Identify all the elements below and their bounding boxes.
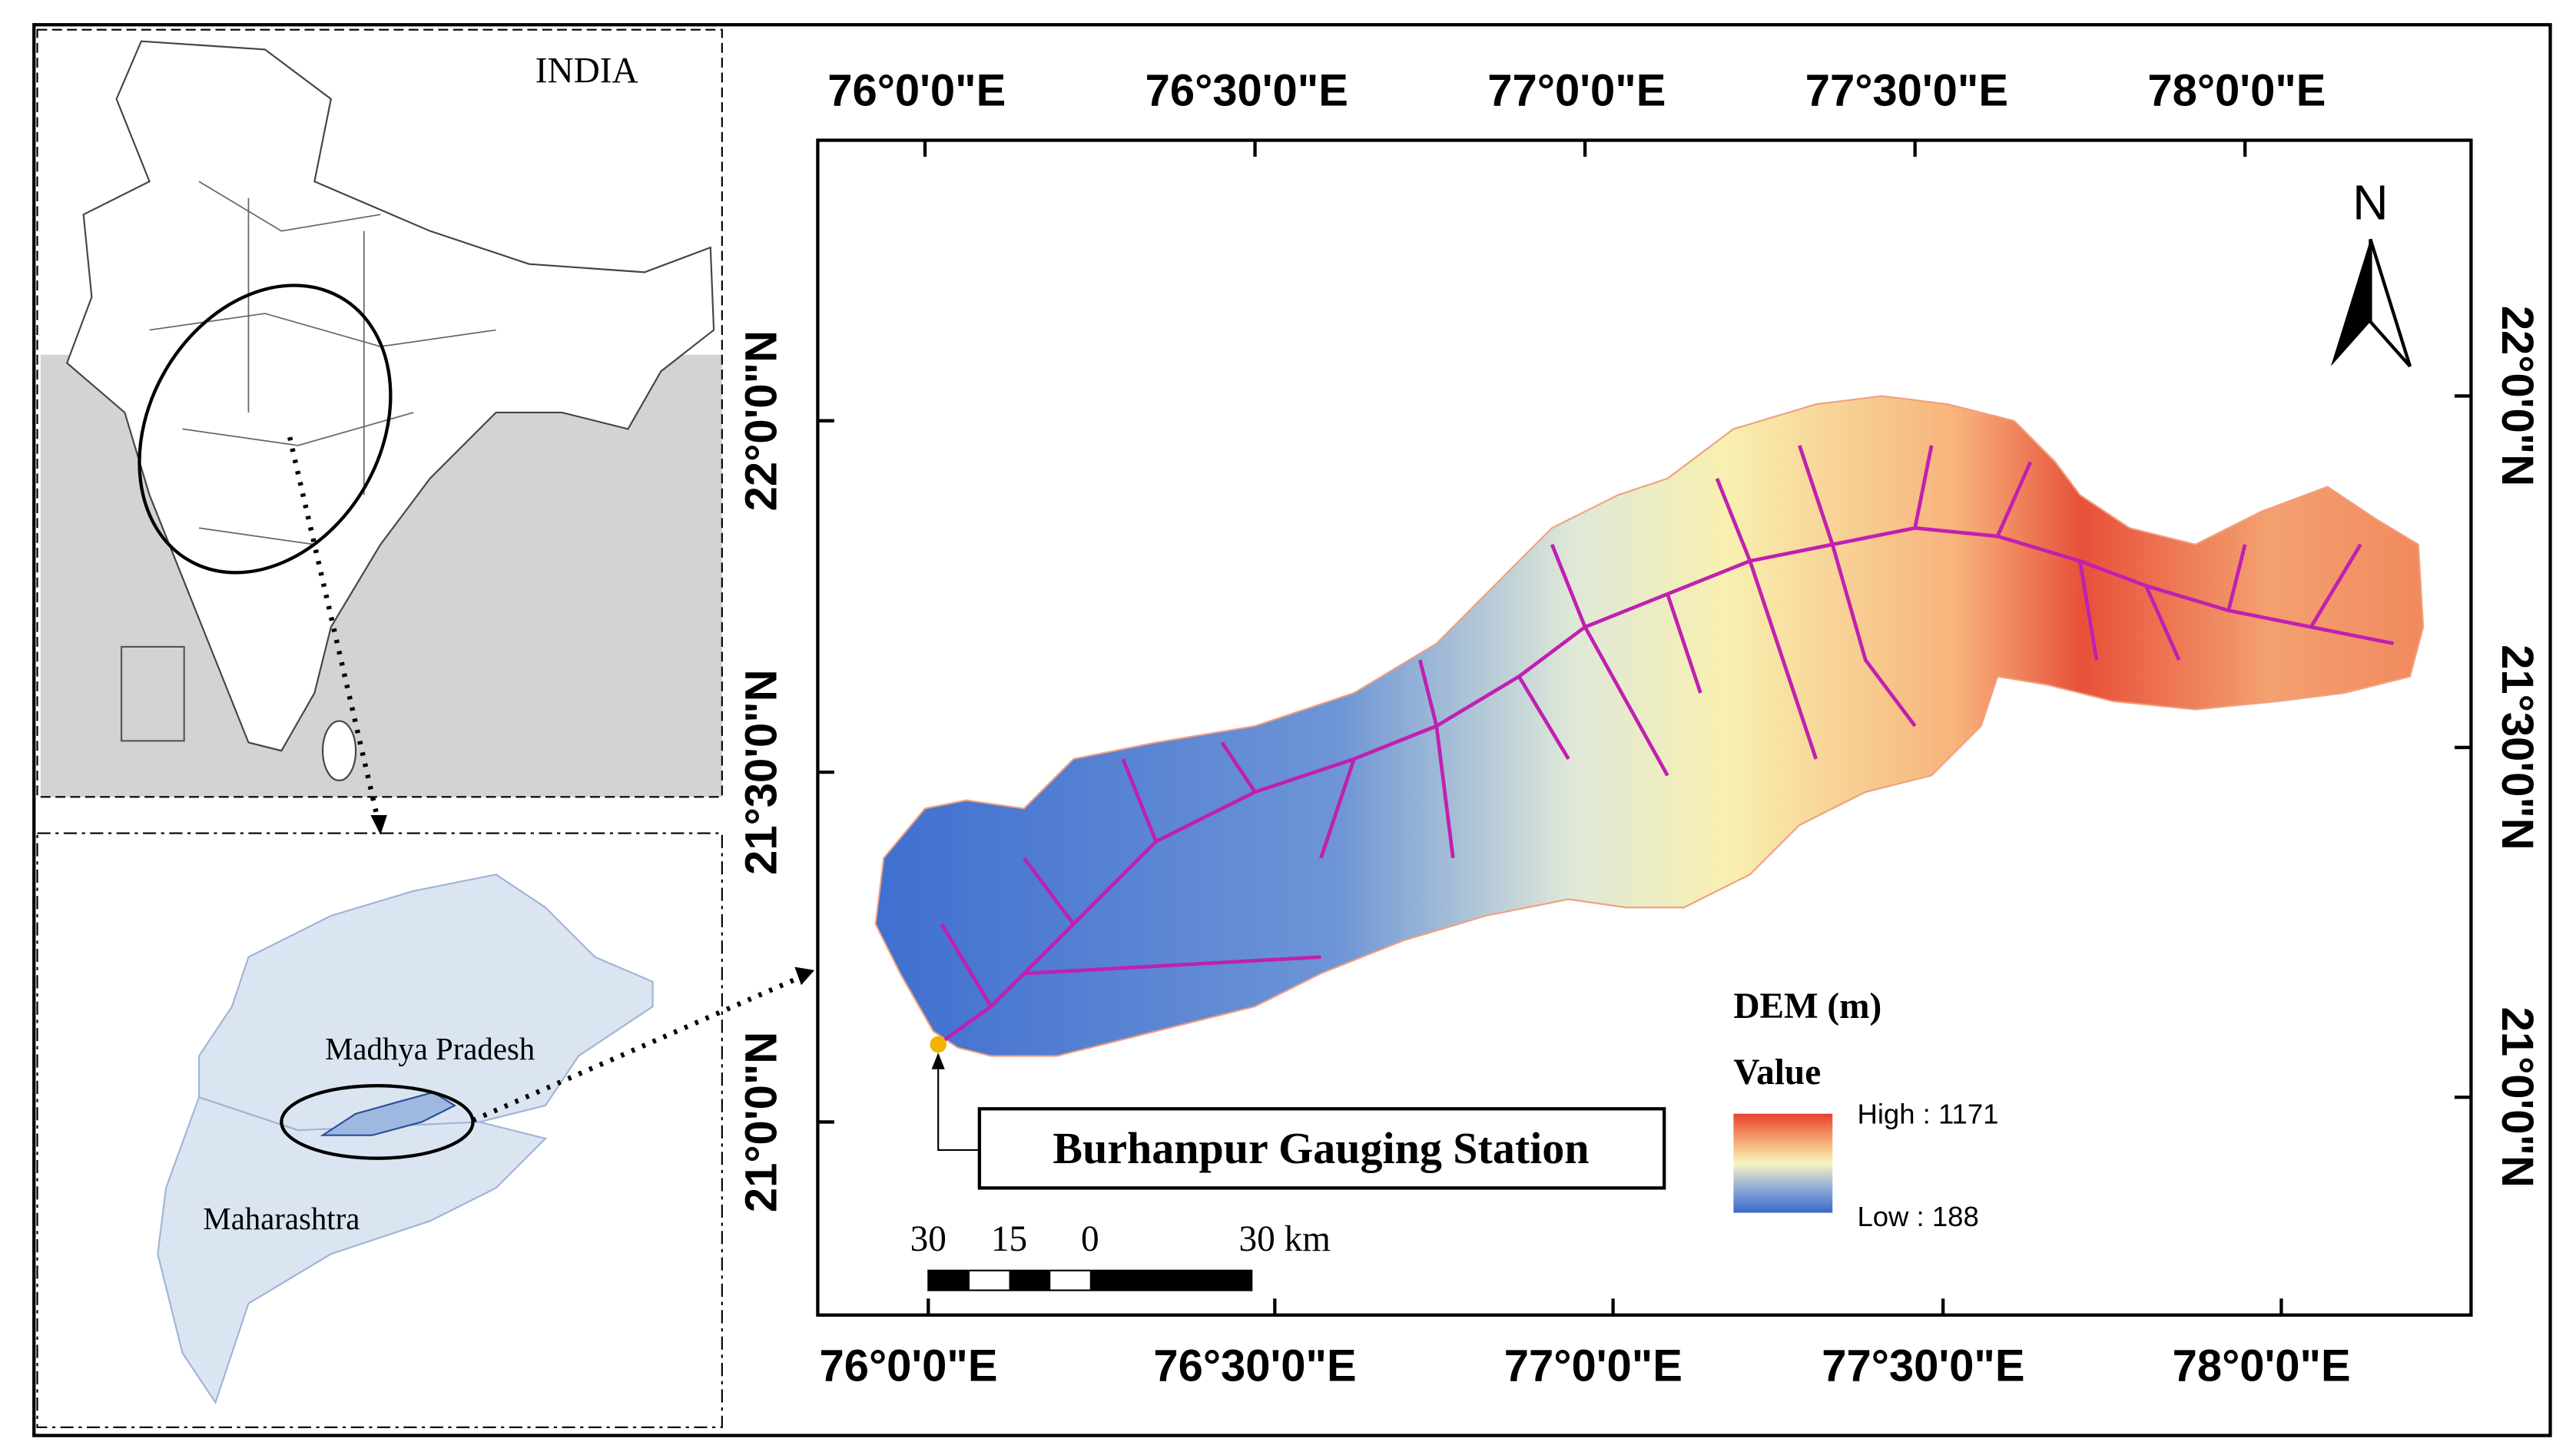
longitude-label: 78°0'0"E — [2147, 66, 2326, 115]
scale-bar-segment — [928, 1270, 970, 1291]
legend-low: Low : 188 — [1857, 1201, 1978, 1232]
station-leader — [937, 1056, 980, 1152]
latitude-label: 21°0'0"N — [2492, 1007, 2541, 1188]
scale-label: 0 — [1081, 1219, 1099, 1259]
maharashtra — [157, 1096, 548, 1404]
longitude-label: 77°30'0"E — [1822, 1342, 2024, 1391]
legend-high: High : 1171 — [1857, 1099, 1998, 1130]
longitude-label: 77°30'0"E — [1805, 66, 2008, 115]
longitude-label: 78°0'0"E — [2173, 1342, 2351, 1391]
north-arrow — [2369, 238, 2412, 368]
longitude-label: 76°30'0"E — [1153, 1342, 1356, 1391]
longitude-label: 76°30'0"E — [1145, 66, 1348, 115]
arrowhead — [931, 1053, 945, 1069]
longitude-label: 77°0'0"E — [1504, 1342, 1683, 1391]
legend-ramp — [1733, 1113, 1833, 1213]
scale-label: 15 — [991, 1219, 1027, 1259]
outer-border — [32, 23, 2552, 1437]
latitude-label: 21°0'0"N — [738, 1032, 787, 1212]
islands-box — [120, 645, 185, 742]
state-label: Madhya Pradesh — [325, 1032, 535, 1066]
scale-label: 30 km — [1238, 1219, 1331, 1259]
latitude-label: 22°0'0"N — [738, 330, 787, 511]
rivers — [937, 445, 2394, 1046]
states-inset: Madhya Pradesh Maharashtra — [36, 832, 723, 1428]
inset-title: INDIA — [535, 51, 638, 91]
latitude-label: 22°0'0"N — [2492, 306, 2541, 486]
legend-title: DEM (m) — [1733, 986, 1881, 1026]
longitude-label: 76°0'0"E — [827, 66, 1006, 115]
arrowhead — [794, 966, 815, 986]
gauging-station — [930, 1036, 947, 1053]
arrowhead — [370, 814, 387, 835]
state-label: Maharashtra — [203, 1202, 360, 1236]
latitude-label: 21°30'0"N — [2492, 645, 2541, 850]
highlight-ellipse — [138, 283, 393, 575]
inset-frame — [36, 28, 723, 798]
connector — [287, 436, 380, 817]
scale-bar-segment — [1089, 1270, 1252, 1291]
connector — [472, 974, 803, 1123]
sri-lanka — [322, 720, 357, 781]
highlight-ellipse — [280, 1084, 475, 1160]
station-box — [977, 1107, 1666, 1190]
madhya-pradesh — [197, 874, 654, 1140]
watershed-small — [320, 1091, 457, 1136]
scale-label: 30 — [910, 1219, 947, 1259]
legend-subtitle: Value — [1733, 1053, 1821, 1092]
inset-frame — [36, 832, 723, 1428]
north-label: N — [2352, 175, 2389, 230]
watershed — [874, 395, 2425, 1057]
main-map: Burhanpur Gauging Station N DEM (m) Valu… — [816, 138, 2473, 1317]
india-inset: INDIA — [36, 28, 723, 798]
station-label: Burhanpur Gauging Station — [1053, 1123, 1589, 1173]
longitude-label: 76°0'0"E — [819, 1342, 997, 1391]
longitude-label: 77°0'0"E — [1487, 66, 1666, 115]
state-borders — [149, 181, 496, 545]
latitude-label: 21°30'0"N — [738, 669, 787, 875]
scale-bar-segment — [1009, 1270, 1051, 1291]
